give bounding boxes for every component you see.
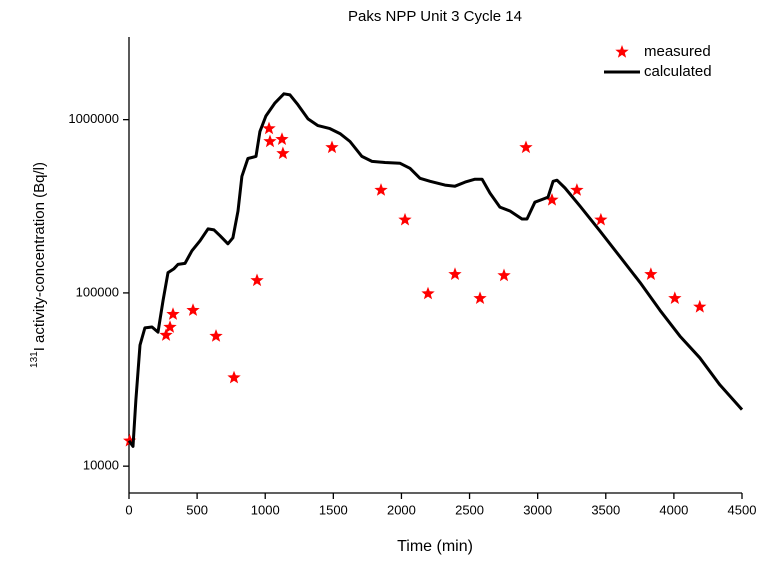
data-point: [275, 132, 289, 145]
x-tick-label: 4000: [659, 502, 688, 517]
y-tick-label: 100000: [76, 284, 119, 299]
y-tick-label: 1000000: [68, 111, 119, 126]
data-point: [570, 183, 584, 196]
data-point: [186, 303, 200, 316]
legend-label: measured: [644, 43, 711, 60]
data-point: [594, 212, 608, 226]
data-point: [519, 140, 533, 154]
data-point: [693, 299, 707, 313]
data-point: [325, 140, 339, 154]
y-tick-label: 10000: [83, 458, 119, 473]
data-point: [209, 329, 223, 342]
x-tick-label: 1500: [319, 502, 348, 517]
data-point: [421, 286, 435, 300]
x-tick-label: 2500: [455, 502, 484, 517]
y-axis-label-main: I activity-concentration (Bq/l): [31, 162, 48, 351]
data-line: [127, 92, 744, 448]
y-axis-label: 131I activity-concentration (Bq/l): [29, 162, 48, 368]
legend-marker: [615, 45, 629, 58]
data-point: [398, 212, 412, 226]
data-point: [668, 291, 682, 304]
data-point: [473, 291, 487, 304]
data-point: [374, 183, 388, 196]
data-point: [545, 193, 559, 206]
x-tick-label: 3000: [523, 502, 552, 517]
legend-label: calculated: [644, 63, 712, 80]
data-point: [448, 267, 462, 280]
x-tick-label: 0: [125, 502, 132, 517]
data-point: [263, 134, 277, 148]
data-point: [123, 433, 137, 447]
data-point: [644, 267, 658, 280]
data-point: [276, 146, 290, 160]
x-tick-label: 2000: [387, 502, 416, 517]
x-tick-label: 3500: [591, 502, 620, 517]
data-point: [166, 307, 180, 320]
x-axis-label: Time (min): [397, 538, 473, 555]
x-tick-label: 500: [186, 502, 208, 517]
data-point: [227, 370, 241, 384]
chart-title: Paks NPP Unit 3 Cycle 14: [348, 8, 522, 25]
data-point: [497, 268, 511, 282]
x-tick-label: 4500: [728, 502, 757, 517]
data-point: [262, 121, 276, 135]
x-tick-label: 1000: [251, 502, 280, 517]
data-point: [159, 328, 173, 341]
y-axis-label-sup: 131: [29, 351, 40, 368]
data-point: [163, 320, 177, 333]
data-point: [250, 273, 264, 287]
